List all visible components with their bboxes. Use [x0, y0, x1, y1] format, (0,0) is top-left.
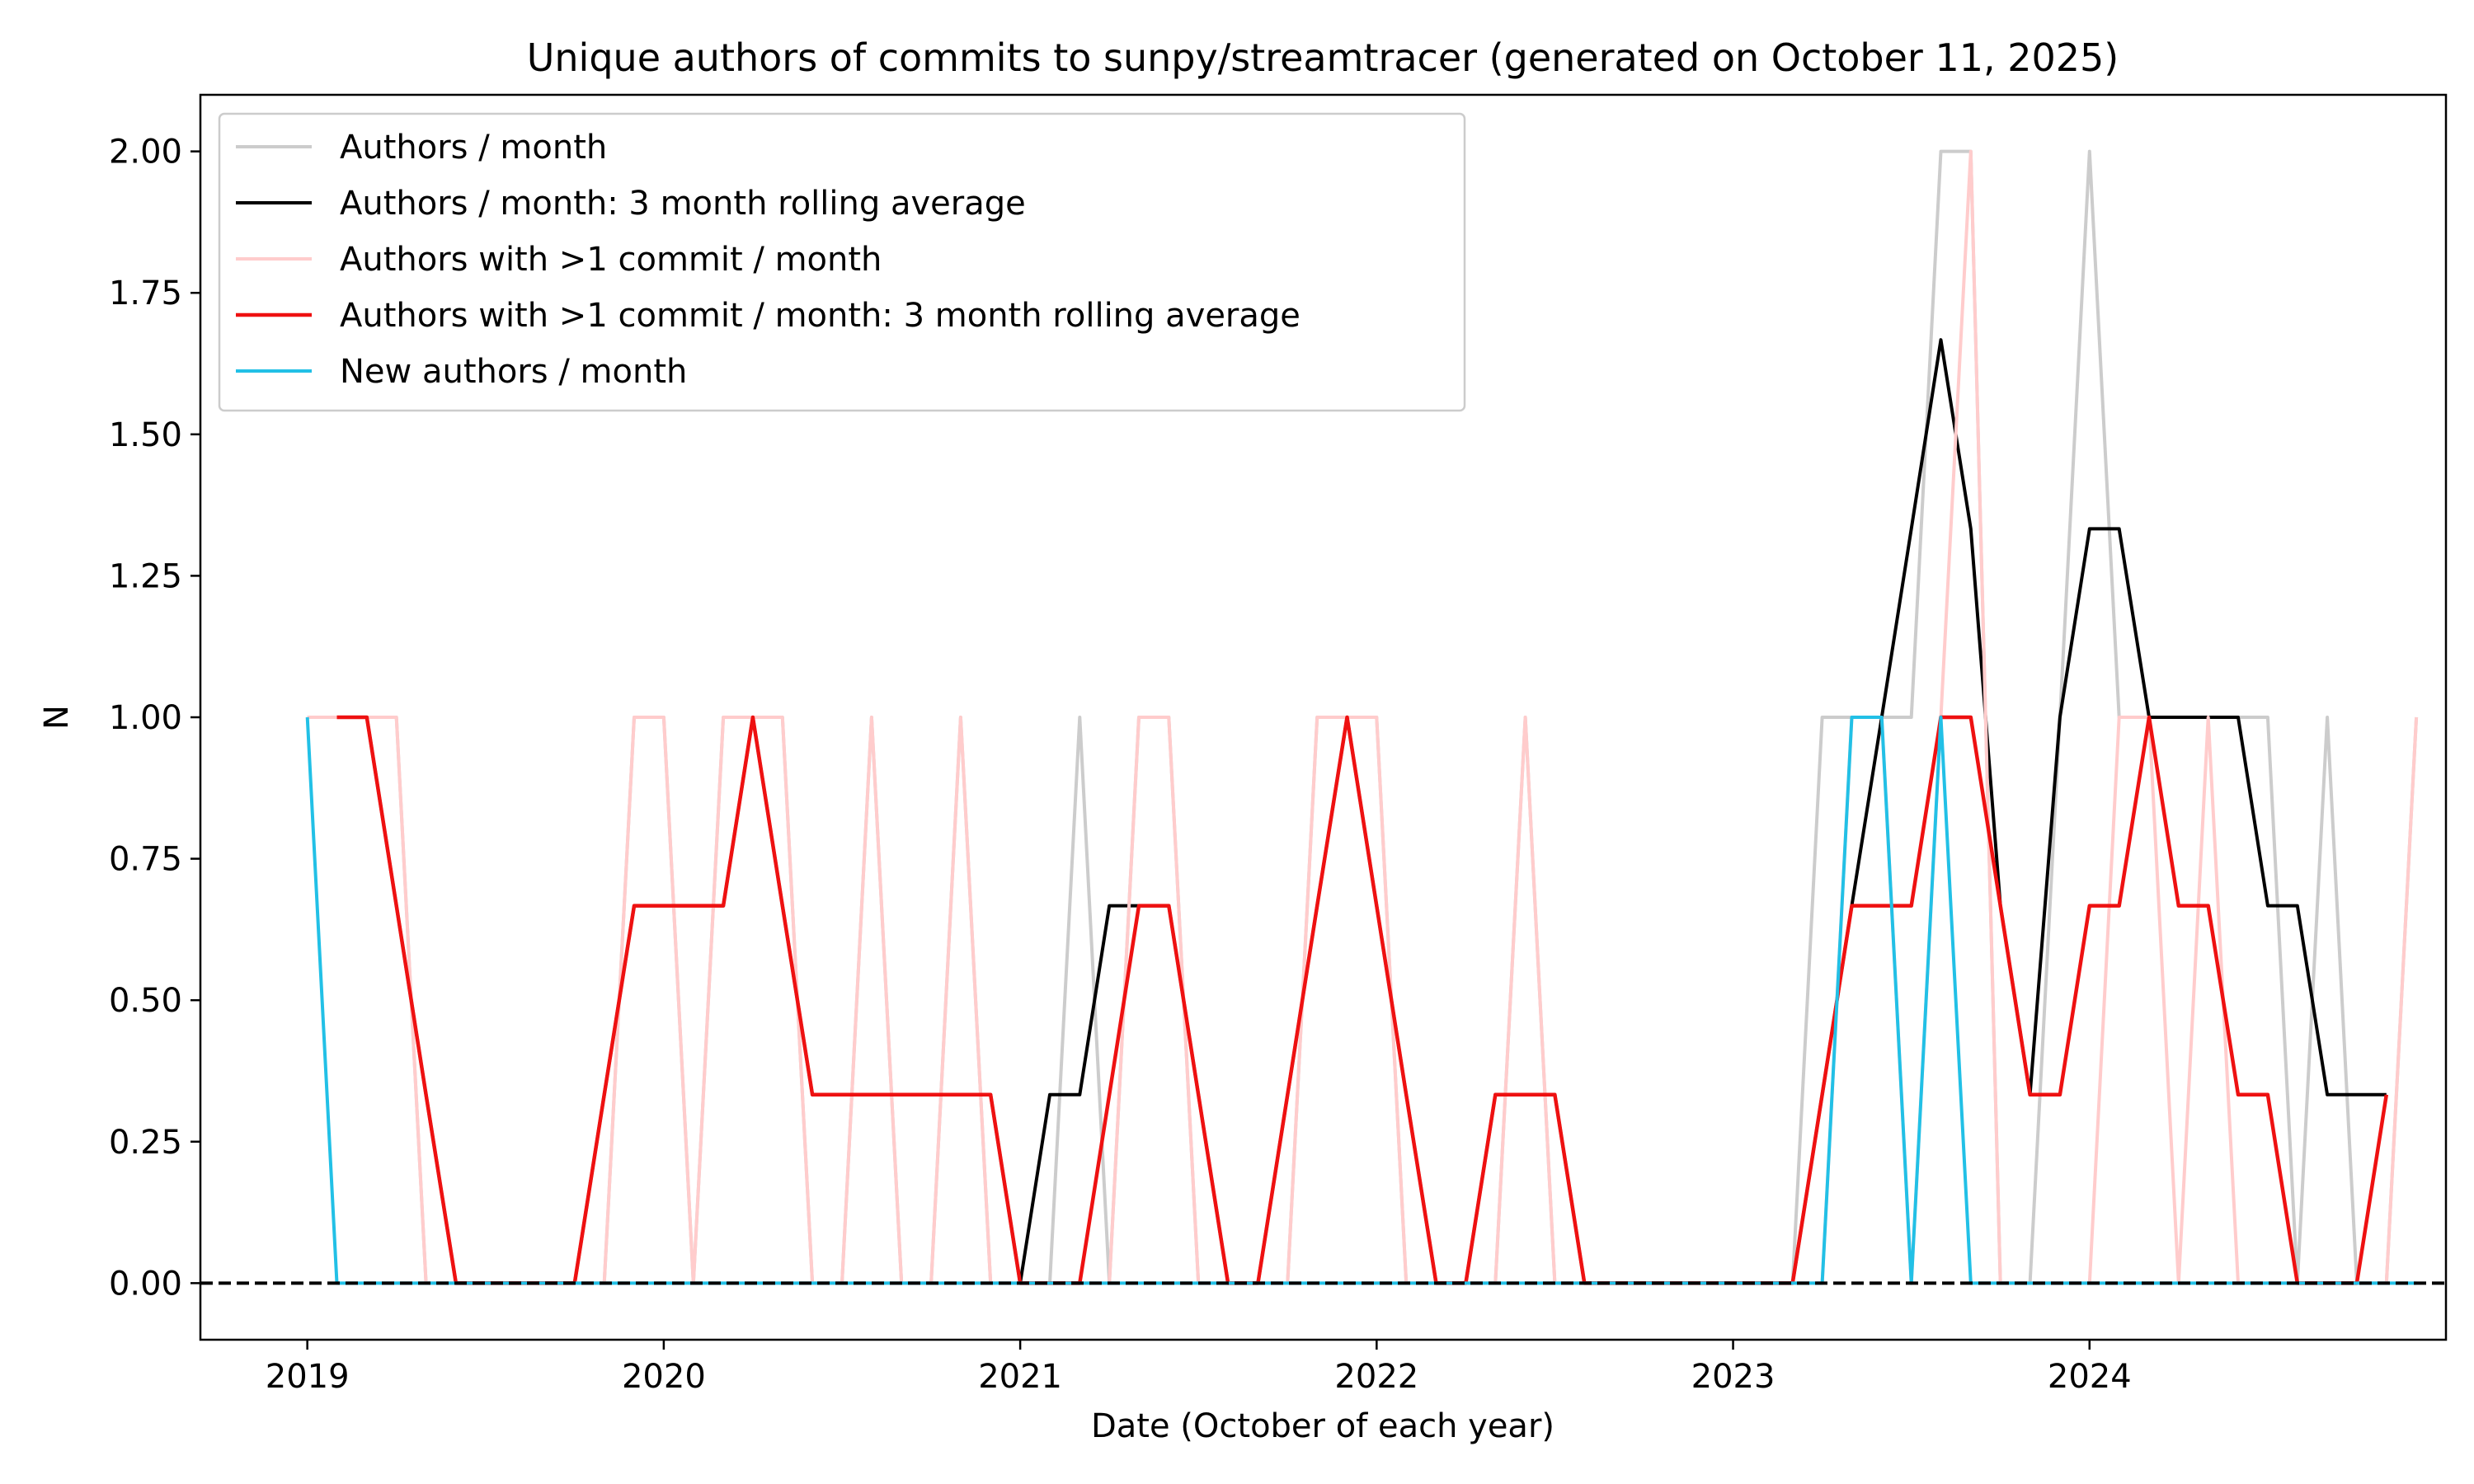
- x-tick-label: 2020: [622, 1358, 706, 1396]
- series-lines: [305, 149, 2419, 1285]
- y-tick-label: 1.25: [109, 557, 182, 595]
- legend-label: Authors / month: 3 month rolling average: [340, 185, 1026, 223]
- legend-label: Authors with >1 commit / month: [340, 241, 882, 279]
- y-axis-label: N: [38, 705, 76, 730]
- x-tick-label: 2019: [266, 1358, 350, 1396]
- plot-area: [199, 93, 2448, 1341]
- y-tick-label: 2.00: [109, 134, 182, 171]
- x-tick-label: 2021: [978, 1358, 1062, 1396]
- x-tick-label: 2022: [1334, 1358, 1418, 1396]
- legend-label: Authors / month: [340, 129, 607, 167]
- x-axis: 2019 2020 2021 2022 2023 2024: [266, 1340, 2132, 1396]
- x-tick-label: 2024: [2048, 1358, 2132, 1396]
- x-axis-label: Date (October of each year): [1091, 1407, 1554, 1445]
- x-tick-label: 2023: [1691, 1358, 1776, 1396]
- y-axis: 0.00 0.25 0.50 0.75 1.00 1.25 1.50 1.75 2.00: [109, 134, 200, 1303]
- chart-title: Unique authors of commits to sunpy/strea…: [527, 35, 2119, 80]
- legend-label: Authors with >1 commit / month: 3 month …: [340, 297, 1300, 335]
- y-tick-label: 1.50: [109, 416, 182, 454]
- y-tick-label: 1.75: [109, 275, 182, 312]
- y-tick-label: 0.00: [109, 1265, 182, 1303]
- legend-box: [218, 112, 1466, 412]
- legend: Authors / month Authors / month: 3 month …: [218, 112, 1466, 412]
- y-tick-label: 0.75: [109, 841, 182, 879]
- series-line-4: [336, 715, 2389, 1285]
- legend-label: New authors / month: [340, 353, 687, 391]
- y-tick-label: 0.25: [109, 1124, 182, 1162]
- y-tick-label: 1.00: [109, 699, 182, 737]
- y-tick-label: 0.50: [109, 982, 182, 1020]
